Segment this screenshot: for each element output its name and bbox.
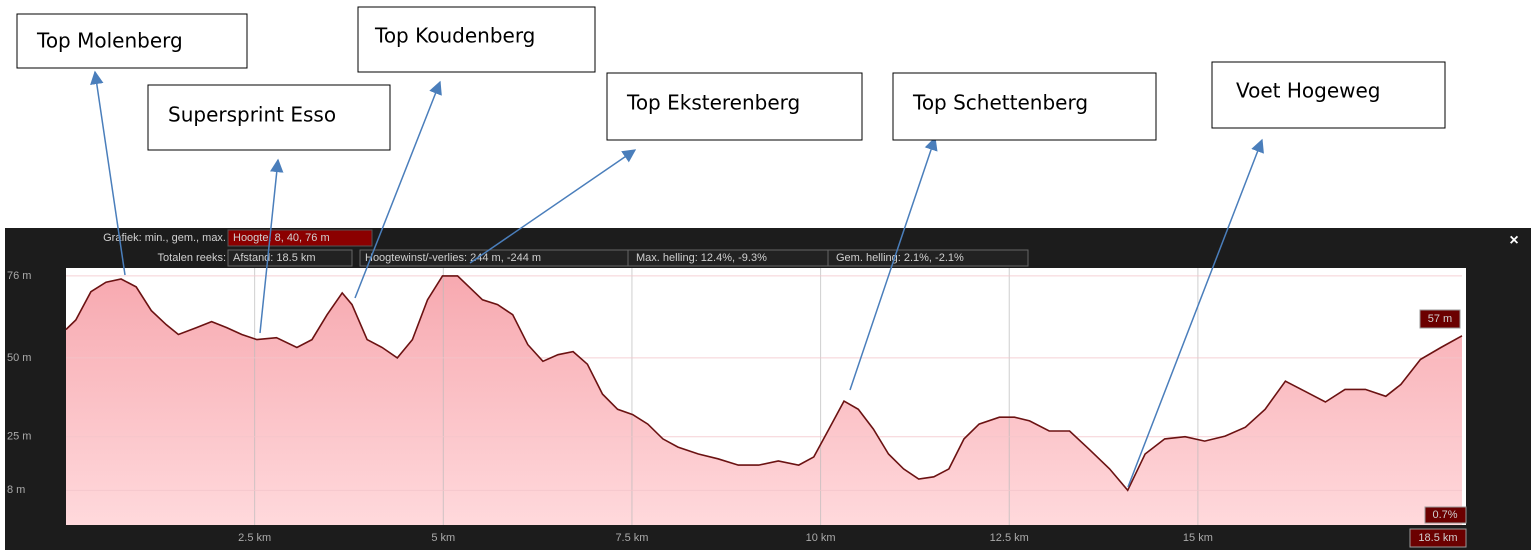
info-box bbox=[227, 249, 353, 267]
info-label: Totalen reeks: bbox=[158, 252, 226, 264]
annotation-text: Top Eksterenberg bbox=[626, 91, 800, 115]
y-tick-label: 50 m bbox=[7, 352, 31, 364]
area-fill bbox=[66, 275, 1462, 525]
x-tick-label: 15 km bbox=[1183, 532, 1213, 544]
y-tick-label: 8 m bbox=[7, 484, 25, 496]
annotation-text: Top Koudenberg bbox=[374, 24, 535, 48]
info-box bbox=[227, 229, 373, 247]
info-text: Hoogtewinst/-verlies: 244 m, -244 m bbox=[365, 252, 541, 264]
annotation-box bbox=[1211, 61, 1446, 129]
annotation-text: Voet Hogeweg bbox=[1236, 79, 1381, 103]
x-tick-label: 2.5 km bbox=[238, 532, 271, 544]
x-tick-label: 10 km bbox=[806, 532, 836, 544]
info-label: Grafiek: min., gem., max. bbox=[103, 232, 226, 244]
end-distance-box bbox=[1409, 528, 1467, 548]
y-tick-label: 25 m bbox=[7, 431, 31, 443]
info-box bbox=[827, 249, 1029, 267]
x-tick-label: 7.5 km bbox=[615, 532, 648, 544]
annotation-text: Top Schettenberg bbox=[912, 91, 1088, 115]
annotation-box bbox=[147, 84, 391, 151]
info-text: Afstand: 18.5 km bbox=[233, 252, 316, 264]
info-text: Max. helling: 12.4%, -9.3% bbox=[636, 252, 767, 264]
end-slope-label: 0.7% bbox=[1432, 509, 1457, 521]
arrow bbox=[469, 149, 637, 264]
y-tick-label: 76 m bbox=[7, 270, 31, 282]
info-text: Gem. helling: 2.1%, -2.1% bbox=[836, 252, 964, 264]
annotation-text: Top Molenberg bbox=[36, 29, 183, 53]
annotation-box bbox=[892, 72, 1157, 141]
arrow bbox=[259, 158, 284, 334]
annotations: Top Molenberg Supersprint Esso Top Koude… bbox=[16, 6, 1446, 488]
end-value-box bbox=[1419, 309, 1461, 329]
annotation-box bbox=[357, 6, 596, 73]
x-tick-label: 12.5 km bbox=[990, 532, 1029, 544]
arrow bbox=[1127, 138, 1264, 488]
arrow bbox=[354, 80, 442, 299]
end-value-label: 57 m bbox=[1428, 313, 1452, 325]
elevation-line bbox=[65, 275, 1463, 492]
close-button[interactable]: × bbox=[1509, 232, 1518, 249]
annotation-box bbox=[606, 72, 863, 141]
end-slope-box bbox=[1424, 506, 1467, 524]
end-distance-label: 18.5 km bbox=[1418, 532, 1457, 544]
annotation-box bbox=[16, 13, 248, 69]
x-tick-label: 5 km bbox=[431, 532, 455, 544]
annotation-text: Supersprint Esso bbox=[168, 103, 336, 127]
info-text: Hoogte: 8, 40, 76 m bbox=[233, 232, 330, 244]
arrow bbox=[849, 136, 938, 391]
arrow bbox=[90, 70, 126, 276]
